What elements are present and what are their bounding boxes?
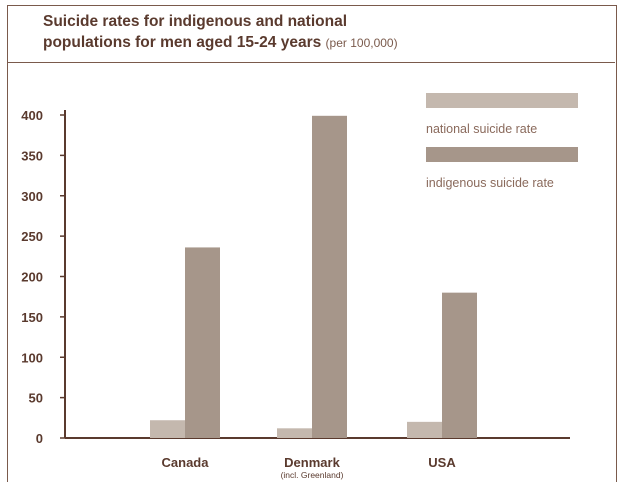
legend-swatch [426,147,578,162]
bar-national-usa [407,421,442,438]
x-category-label: Denmark [284,455,340,470]
legend-label: national suicide rate [426,122,537,136]
chart-frame [7,5,617,482]
chart-title-line-2: populations for men aged 15-24 years (pe… [43,34,398,52]
x-category-sublabel: (incl. Greenland) [281,470,344,480]
chart-unit: (per 100,000) [325,36,398,50]
chart-title-line-1: Suicide rates for indigenous and nationa… [43,13,348,30]
title-box: Suicide rates for indigenous and nationa… [7,5,615,63]
y-tick-label: 400 [21,108,43,123]
bar-national-canada [150,420,185,438]
y-tick-label: 100 [21,350,43,365]
bar-indigenous-denmark [312,115,347,439]
y-tick-label: 250 [21,229,43,244]
y-tick-label: 200 [21,270,43,285]
chart-title-line-2-text: populations for men aged 15-24 years [43,34,322,51]
y-tick-label: 300 [21,189,43,204]
bar-indigenous-usa [442,292,477,438]
legend-swatch [426,93,578,108]
bar-indigenous-canada [185,247,220,438]
bar-national-denmark [277,428,312,438]
y-tick-label: 0 [36,431,43,446]
y-tick-label: 50 [29,391,43,406]
legend-label: indigenous suicide rate [426,176,554,190]
y-tick-label: 350 [21,148,43,163]
y-tick-label: 150 [21,310,43,325]
x-category-label: USA [428,455,456,470]
x-category-label: Canada [162,455,210,470]
